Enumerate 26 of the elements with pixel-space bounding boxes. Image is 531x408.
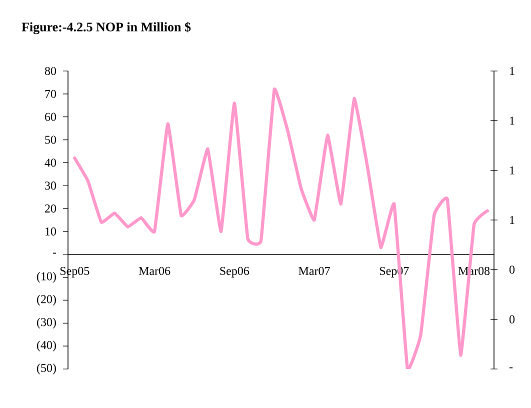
- y-tick-label: (50): [37, 364, 56, 374]
- y2-tick-label: 1: [510, 166, 514, 174]
- y-tick-label: 60: [44, 112, 56, 121]
- y-tick-label: 50: [45, 136, 56, 144]
- x-tick-label: Sep06: [220, 266, 250, 278]
- x-tick-label: Mar08: [458, 266, 490, 276]
- y2-tick-label: 1: [510, 116, 514, 125]
- y2-tick-label: 0: [509, 315, 515, 324]
- y2-tick-label: -: [509, 367, 513, 368]
- y-tick-label: 30: [45, 182, 56, 190]
- y-tick-label: 10: [46, 227, 56, 236]
- y-tick-label: (10): [37, 272, 56, 283]
- y-tick-label: 70: [45, 90, 56, 98]
- y-tick-label: (30): [37, 318, 56, 329]
- y-tick-label: 20: [45, 204, 56, 213]
- y-tick-label: 80: [44, 66, 56, 76]
- y2-tick-label: 1: [510, 67, 514, 75]
- y-tick-label: 40: [44, 158, 56, 167]
- y-tick-label: (40): [37, 340, 56, 352]
- y2-tick-label: 0: [509, 266, 515, 274]
- chart-title: Figure:-4.2.5 NOP in Million $: [22, 22, 191, 34]
- x-tick-label: Mar07: [298, 266, 330, 276]
- y-tick-label: (20): [37, 294, 56, 306]
- y2-tick-label: 1: [510, 216, 514, 224]
- y-tick-label: -: [52, 252, 56, 254]
- x-tick-label: Mar06: [138, 266, 170, 276]
